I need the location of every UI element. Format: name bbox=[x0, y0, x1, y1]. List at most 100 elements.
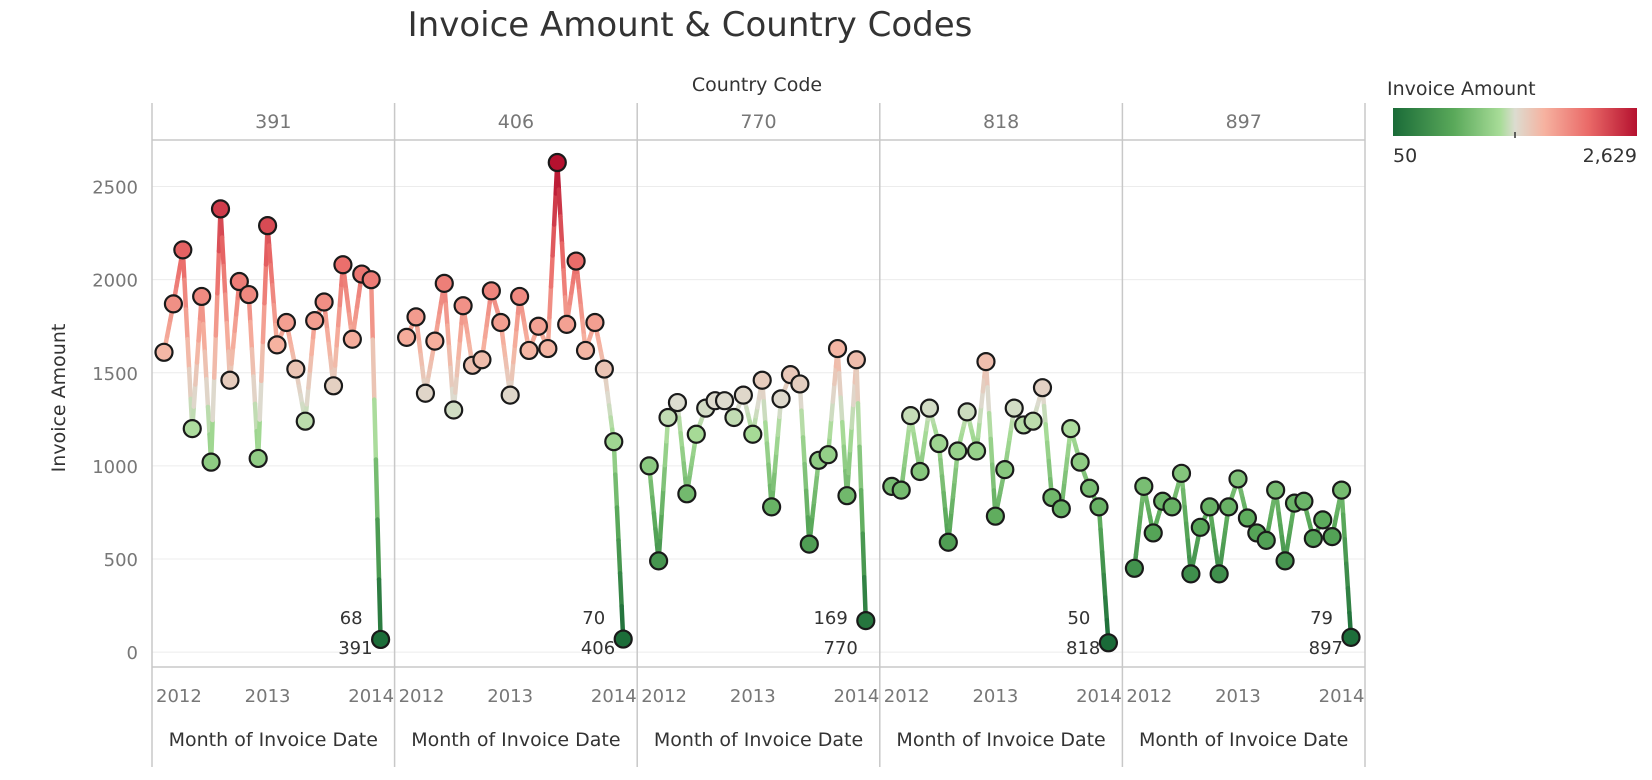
legend-max: 2,629 bbox=[1583, 145, 1637, 167]
data-point-818 bbox=[957, 402, 977, 422]
data-point-406 bbox=[585, 312, 605, 333]
series-line-770 bbox=[841, 444, 848, 474]
data-point-897 bbox=[1303, 528, 1323, 549]
data-point-818 bbox=[966, 441, 987, 461]
series-line-391 bbox=[376, 577, 383, 642]
series-line-391 bbox=[213, 291, 220, 338]
data-point-391 bbox=[295, 411, 315, 431]
series-line-897 bbox=[1133, 538, 1140, 557]
data-point-391 bbox=[371, 629, 391, 650]
series-line-770 bbox=[661, 463, 668, 492]
data-point-406 bbox=[406, 307, 426, 327]
x-tick-label: 2012 bbox=[884, 686, 930, 707]
series-line-406 bbox=[456, 338, 463, 361]
series-line-770 bbox=[836, 370, 843, 400]
series-line-818 bbox=[975, 418, 982, 439]
annotation-code: 818 bbox=[1066, 638, 1100, 659]
x-tick-label: 2012 bbox=[399, 686, 445, 707]
series-line-391 bbox=[230, 328, 237, 350]
series-line-770 bbox=[679, 445, 686, 466]
data-point-391 bbox=[276, 312, 297, 333]
series-line-770 bbox=[678, 430, 685, 451]
series-line-770 bbox=[840, 419, 847, 449]
data-point-897 bbox=[1294, 491, 1314, 511]
series-line-770 bbox=[850, 380, 858, 408]
data-point-770 bbox=[639, 456, 659, 476]
annotation-value: 50 bbox=[1067, 608, 1090, 629]
data-point-770 bbox=[752, 370, 772, 390]
y-tick-label: 2000 bbox=[92, 271, 138, 292]
series-line-897 bbox=[1135, 525, 1142, 544]
series-line-897 bbox=[1344, 561, 1351, 591]
y-tick-label: 1000 bbox=[92, 457, 138, 478]
series-line-391 bbox=[191, 382, 198, 409]
data-point-818 bbox=[1032, 378, 1053, 398]
series-line-770 bbox=[799, 408, 806, 440]
x-tick-label: 2012 bbox=[641, 686, 687, 707]
data-point-897 bbox=[1124, 558, 1145, 578]
series-line-406 bbox=[509, 359, 516, 381]
series-line-406 bbox=[616, 538, 623, 576]
series-line-406 bbox=[514, 310, 521, 332]
data-point-818 bbox=[919, 398, 940, 418]
data-point-406 bbox=[604, 432, 624, 452]
data-point-770 bbox=[846, 350, 866, 370]
annotation-code: 406 bbox=[581, 638, 615, 659]
x-tick-label: 2013 bbox=[487, 686, 533, 707]
series-line-391 bbox=[309, 335, 316, 357]
series-line-391 bbox=[372, 397, 379, 462]
series-line-391 bbox=[307, 351, 314, 374]
data-point-818 bbox=[1079, 478, 1100, 498]
data-point-406 bbox=[491, 312, 511, 333]
data-point-391 bbox=[239, 284, 259, 305]
series-line-770 bbox=[800, 435, 807, 467]
series-line-406 bbox=[578, 303, 585, 323]
series-line-818 bbox=[1101, 572, 1108, 600]
data-point-391 bbox=[201, 452, 221, 472]
data-point-897 bbox=[1266, 480, 1286, 500]
data-point-770 bbox=[762, 497, 782, 517]
series-line-406 bbox=[580, 318, 587, 338]
x-axis-label: Month of Invoice Date bbox=[169, 729, 378, 751]
series-line-770 bbox=[827, 417, 834, 440]
data-point-406 bbox=[397, 327, 417, 347]
annotation-value: 169 bbox=[813, 608, 847, 629]
series-line-897 bbox=[1342, 536, 1349, 566]
series-line-406 bbox=[512, 327, 519, 349]
series-line-391 bbox=[232, 312, 239, 334]
series-line-391 bbox=[332, 343, 339, 368]
data-point-406 bbox=[566, 251, 586, 271]
series-line-770 bbox=[770, 468, 778, 492]
series-line-391 bbox=[224, 320, 231, 354]
series-line-391 bbox=[200, 321, 208, 354]
series-line-818 bbox=[947, 509, 954, 530]
data-point-406 bbox=[575, 340, 596, 361]
series-line-770 bbox=[650, 495, 657, 516]
series-line-391 bbox=[229, 345, 236, 367]
series-line-391 bbox=[337, 282, 344, 308]
series-line-406 bbox=[575, 273, 582, 294]
legend-title: Invoice Amount bbox=[1387, 78, 1536, 100]
series-line-391 bbox=[205, 404, 212, 437]
data-point-770 bbox=[724, 407, 744, 428]
series-line-391 bbox=[185, 337, 192, 372]
series-line-770 bbox=[832, 364, 839, 387]
series-line-406 bbox=[445, 323, 452, 349]
data-point-406 bbox=[547, 152, 567, 173]
series-line-391 bbox=[268, 263, 275, 288]
series-line-770 bbox=[676, 415, 683, 436]
x-axis-label: Month of Invoice Date bbox=[1139, 729, 1348, 751]
data-point-391 bbox=[286, 359, 306, 379]
data-point-897 bbox=[1171, 463, 1192, 483]
data-point-770 bbox=[743, 424, 763, 444]
data-point-406 bbox=[613, 629, 633, 649]
data-point-406 bbox=[444, 400, 464, 420]
series-line-818 bbox=[1099, 549, 1106, 578]
series-line-391 bbox=[260, 301, 267, 345]
series-line-818 bbox=[1043, 422, 1050, 445]
x-tick-label: 2013 bbox=[972, 686, 1018, 707]
series-line-391 bbox=[248, 319, 255, 352]
annotation-code: 391 bbox=[338, 638, 372, 659]
x-tick-label: 2013 bbox=[245, 686, 291, 707]
